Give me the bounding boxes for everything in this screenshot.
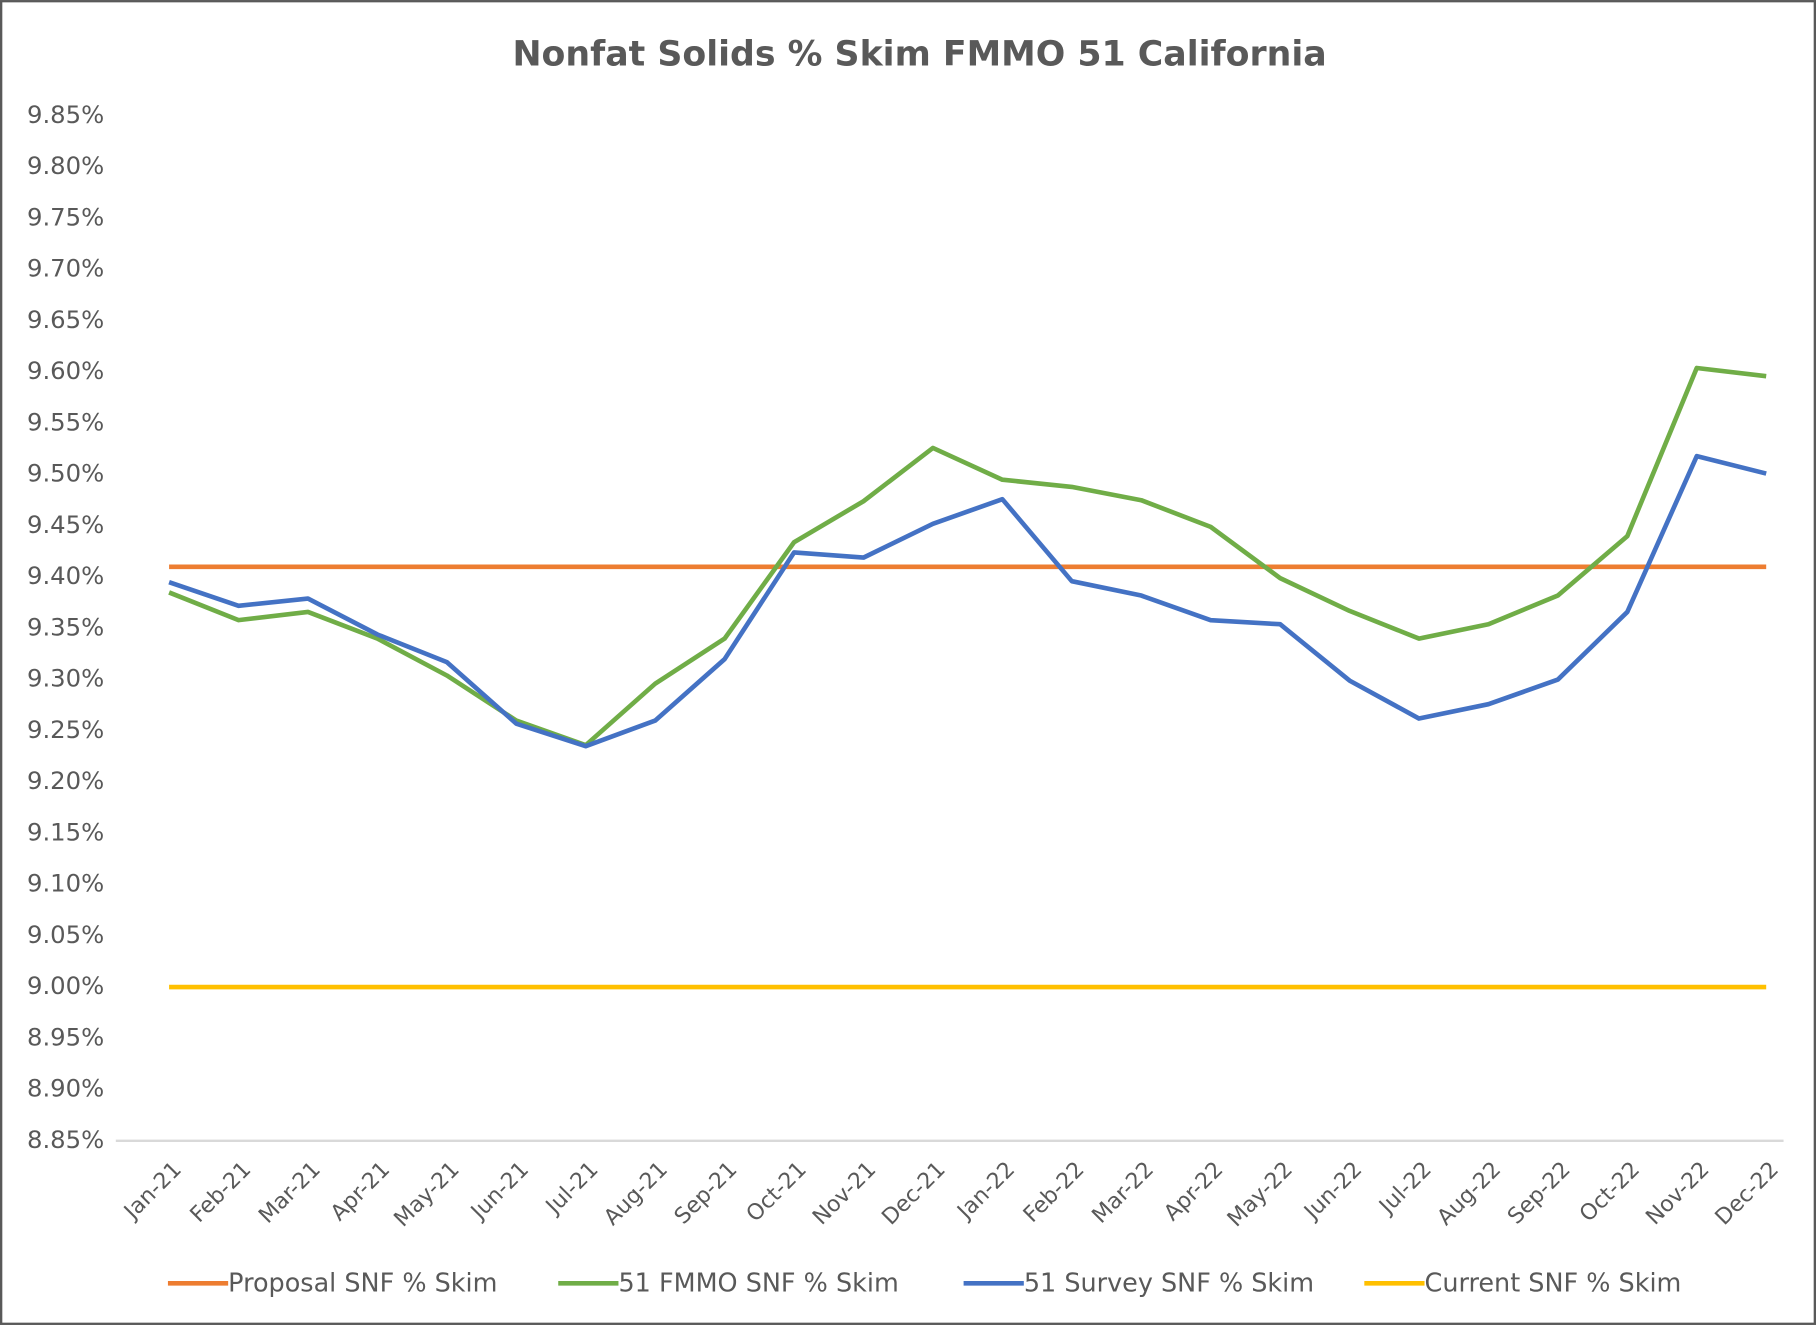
y-tick-label: 8.85% [27, 1125, 104, 1154]
y-tick-label: 9.10% [27, 869, 104, 898]
y-tick-label: 9.35% [27, 612, 104, 641]
chart-title: Nonfat Solids % Skim FMMO 51 California [512, 35, 1326, 75]
legend-label: Proposal SNF % Skim [228, 1268, 497, 1298]
line-series [168, 453, 1767, 749]
y-tick-label: 9.25% [27, 715, 104, 744]
y-tick-label: 9.15% [27, 817, 104, 846]
y-tick-label: 9.50% [27, 459, 104, 488]
y-tick-label: 9.65% [27, 305, 104, 334]
y-tick-label: 9.70% [27, 254, 104, 283]
y-tick-label: 9.30% [27, 664, 104, 693]
y-tick-label: 8.95% [27, 1022, 104, 1051]
legend-label: 51 Survey SNF % Skim [1024, 1268, 1314, 1298]
y-tick-label: 9.80% [27, 151, 104, 180]
y-tick-label: 9.40% [27, 561, 104, 590]
line-series [168, 365, 1767, 748]
y-tick-label: 9.45% [27, 510, 104, 539]
y-tick-label: 9.05% [27, 920, 104, 949]
y-tick-label: 9.20% [27, 766, 104, 795]
legend-label: 51 FMMO SNF % Skim [618, 1268, 898, 1298]
y-tick-label: 9.85% [27, 100, 104, 129]
legend-label: Current SNF % Skim [1425, 1268, 1682, 1298]
y-tick-label: 9.60% [27, 356, 104, 385]
y-tick-label: 8.90% [27, 1074, 104, 1103]
y-tick-label: 9.55% [27, 407, 104, 436]
y-tick-label: 9.75% [27, 202, 104, 231]
y-tick-label: 9.00% [27, 971, 104, 1000]
